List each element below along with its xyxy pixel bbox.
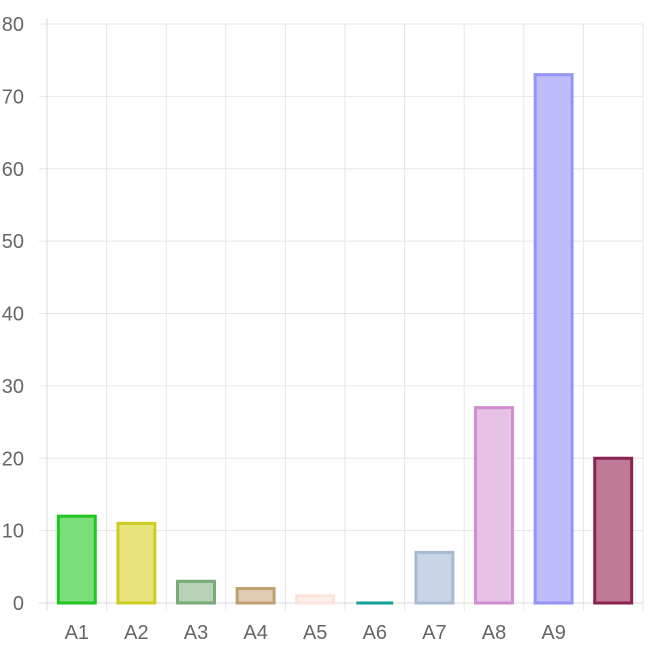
bar-A8 (474, 406, 514, 605)
y-tick-label: 80 (2, 14, 24, 36)
y-tick-label: 0 (13, 593, 24, 615)
x-tick-label: A6 (363, 622, 387, 644)
x-tick-label: A8 (482, 622, 506, 644)
y-tick-label: 30 (2, 376, 24, 398)
bar-A7 (414, 550, 455, 605)
bar-A4 (235, 587, 276, 605)
bar-A2 (116, 521, 157, 605)
x-tick-label: A9 (541, 622, 565, 644)
bar-A1 (56, 514, 97, 605)
x-tick-label: A5 (303, 622, 327, 644)
bar-unlabeled (593, 456, 634, 605)
y-tick-label: 10 (2, 521, 24, 543)
x-tick-labels: A1 A2 A3 A4 A5 A6 A7 A8 A9 (65, 622, 566, 644)
x-tick-label: A2 (124, 622, 148, 644)
y-tick-labels: 0 10 20 30 40 50 60 70 80 (2, 14, 24, 615)
grid-lines (39, 23, 644, 611)
x-tick-label: A3 (184, 622, 208, 644)
bar-A9 (533, 73, 574, 605)
bar-A6 (356, 601, 394, 605)
y-tick-label: 70 (2, 86, 24, 108)
y-tick-label: 20 (2, 448, 24, 470)
bar-A5 (295, 594, 336, 605)
y-tick-label: 40 (2, 304, 24, 326)
y-tick-label: 50 (2, 231, 24, 253)
x-tick-label: A1 (65, 622, 89, 644)
bars (56, 73, 634, 605)
x-tick-label: A4 (243, 622, 267, 644)
y-tick-label: 60 (2, 159, 24, 181)
x-tick-label: A7 (422, 622, 446, 644)
bar-A3 (176, 579, 216, 605)
